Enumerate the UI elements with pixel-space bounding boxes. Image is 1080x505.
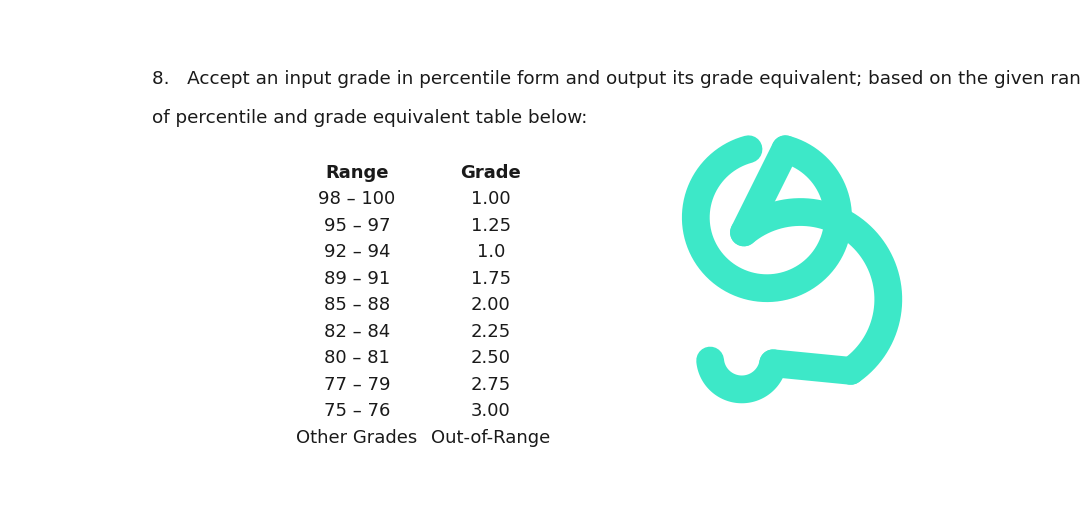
Text: Range: Range (325, 164, 389, 182)
Text: 3.00: 3.00 (471, 401, 511, 420)
Text: 82 – 84: 82 – 84 (324, 322, 390, 340)
Text: 80 – 81: 80 – 81 (324, 349, 390, 367)
Text: 1.75: 1.75 (471, 269, 511, 287)
Text: of percentile and grade equivalent table below:: of percentile and grade equivalent table… (151, 109, 588, 127)
Text: 2.50: 2.50 (471, 349, 511, 367)
Text: 95 – 97: 95 – 97 (324, 217, 390, 234)
Text: 2.25: 2.25 (471, 322, 511, 340)
Text: 2.75: 2.75 (471, 375, 511, 393)
Text: 98 – 100: 98 – 100 (319, 190, 395, 208)
Text: Out-of-Range: Out-of-Range (431, 428, 551, 446)
Text: 1.00: 1.00 (471, 190, 511, 208)
Text: Grade: Grade (460, 164, 521, 182)
Text: 92 – 94: 92 – 94 (324, 243, 390, 261)
Text: 2.00: 2.00 (471, 296, 511, 314)
Text: 8.   Accept an input grade in percentile form and output its grade equivalent; b: 8. Accept an input grade in percentile f… (151, 70, 1080, 88)
Text: 1.25: 1.25 (471, 217, 511, 234)
Text: 77 – 79: 77 – 79 (324, 375, 390, 393)
Text: 1.0: 1.0 (476, 243, 505, 261)
Text: Other Grades: Other Grades (296, 428, 418, 446)
Text: 85 – 88: 85 – 88 (324, 296, 390, 314)
Text: 75 – 76: 75 – 76 (324, 401, 390, 420)
Text: 89 – 91: 89 – 91 (324, 269, 390, 287)
